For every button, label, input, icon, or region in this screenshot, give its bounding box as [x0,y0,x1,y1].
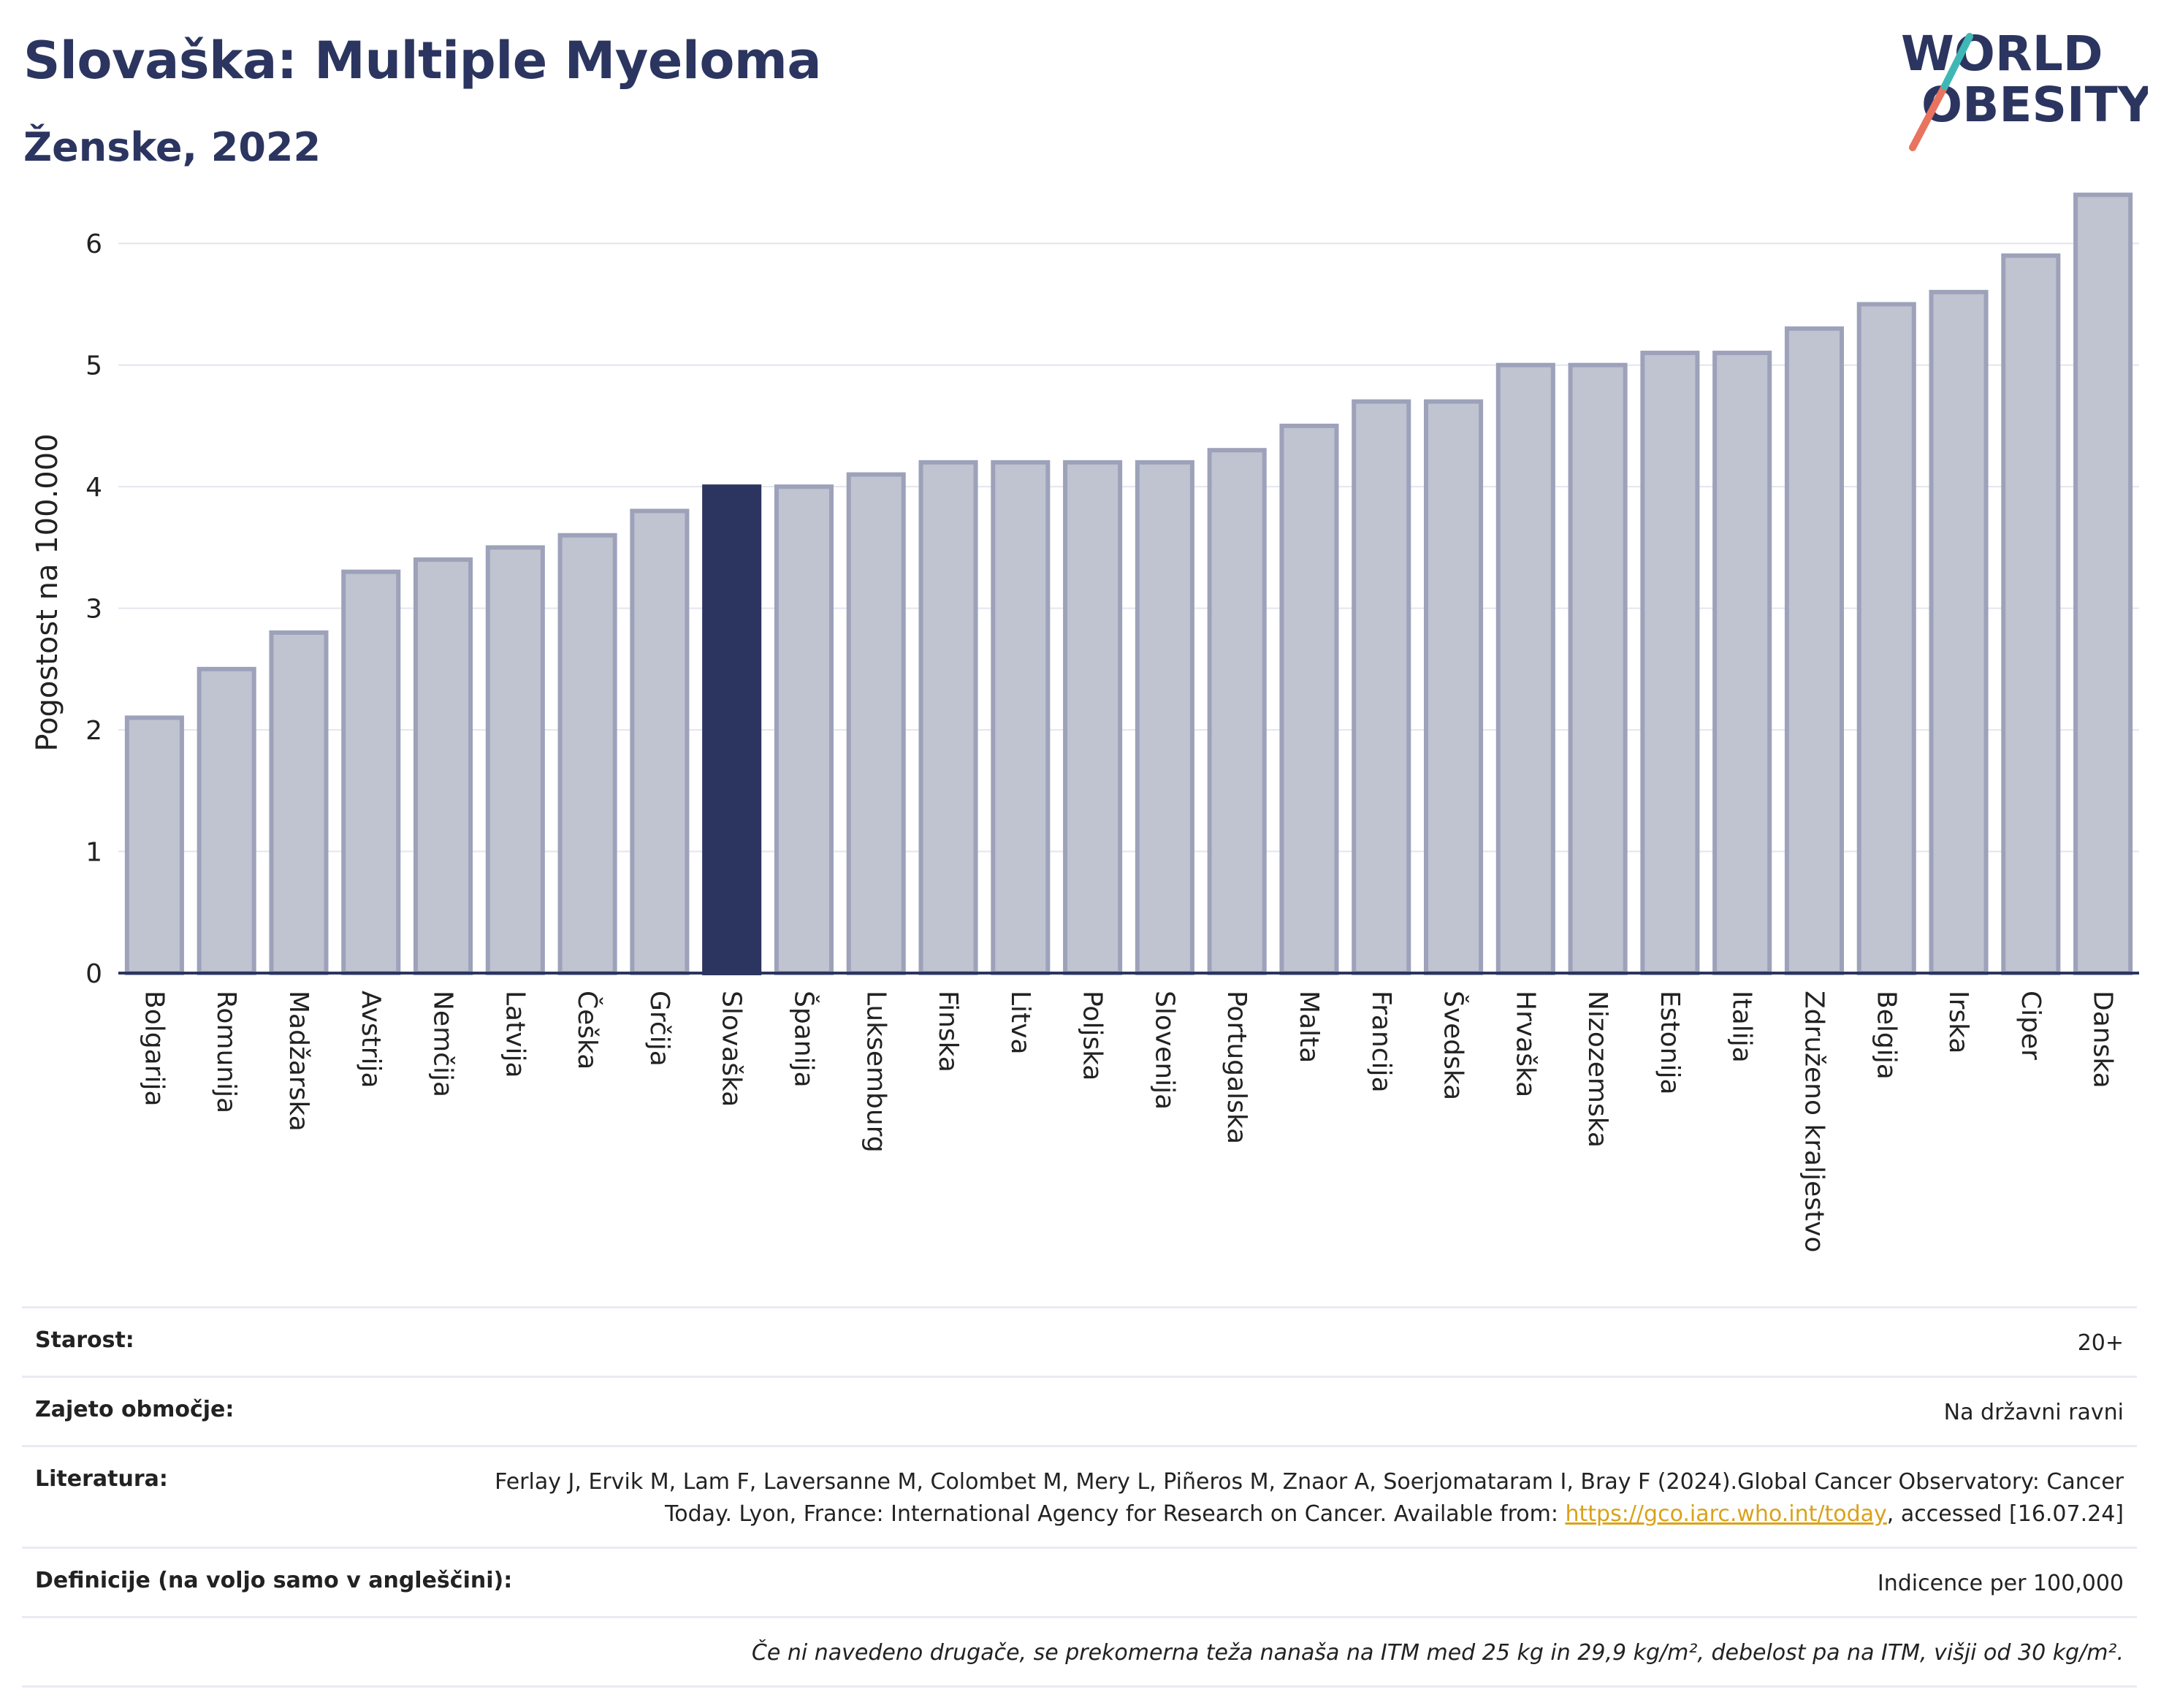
x-tick-labels: Bolgarija Romunija Madžarska Avstrija Nemčij… [139,991,2117,1253]
chart-subtitle: Ženske, 2022 [23,124,321,170]
x-tick-label: Madžarska [283,991,313,1132]
reference-value: Ferlay J, Ervik M, Lam F, Laversanne M, … [443,1466,2124,1530]
x-tick-label: Italija [1727,991,1757,1063]
x-tick-label: Bolgarija [139,991,169,1107]
coverage-value: Na državni ravni [1943,1400,2124,1425]
x-tick-label: Francija [1366,991,1396,1093]
coverage-label: Zajeto območje: [35,1397,235,1422]
world-obesity-logo: WORLD OBESITY [1901,26,2148,151]
x-tick-label: Združeno kraljestvo [1799,991,1829,1253]
y-tick-label: 4 [85,473,102,503]
x-tick-label: Španija [788,991,819,1088]
reference-link[interactable]: https://gco.iarc.who.int/today [1565,1501,1887,1527]
bar [774,484,834,975]
bar [702,484,762,975]
bar [1352,399,1411,975]
y-tick-label: 1 [85,838,102,868]
definitions-value: Indicence per 100,000 [1877,1571,2124,1596]
bar [1495,362,1555,975]
x-tick-label: Romunija [211,991,241,1113]
x-tick-label: Irska [1943,991,1973,1053]
x-tick-label: Poljska [1078,991,1108,1081]
bar [1784,326,1845,975]
y-tick-label: 2 [85,716,102,746]
x-tick-label: Malta [1294,991,1324,1063]
x-tick-label: Belgija [1871,991,1901,1080]
x-tick-label: Grčija [644,991,674,1067]
x-tick-label: Slovenija [1149,991,1179,1110]
bar [341,569,401,975]
info-row-definitions: Definicije (na voljo samo v angleščini):… [22,1547,2137,1616]
definitions-label: Definicije (na voljo samo v angleščini): [35,1568,513,1593]
y-tick-label: 5 [85,351,102,381]
bar [269,630,329,976]
x-tick-label: Češka [572,991,603,1070]
bar [630,508,690,975]
bar [1712,351,1772,975]
bar [197,666,256,975]
reference-accessed: , accessed [16.07.24] [1886,1501,2124,1527]
bar [1207,448,1267,975]
x-tick-label: Danska [2088,991,2118,1089]
age-value: 20+ [2077,1330,2124,1356]
x-tick-label: Avstrija [356,991,386,1089]
bar-chart: 0 1 2 3 4 5 6 Bolgarija Romunija Madžarska Avstri… [31,192,2139,1253]
bar [1423,399,1484,975]
x-tick-label: Litva [1005,991,1035,1055]
y-tick-label: 6 [85,229,102,259]
x-tick-label: Švedska [1438,991,1469,1100]
x-tick-label: Nizozemska [1582,991,1612,1148]
bar [1568,362,1628,975]
y-tick-labels: 0 1 2 3 4 5 6 [85,229,102,989]
x-tick-label: Ciper [2016,991,2046,1060]
info-row-age: Starost: 20+ [22,1306,2137,1376]
y-tick-label: 3 [85,595,102,625]
x-tick-label: Nemčija [428,991,458,1097]
bar [991,460,1051,975]
y-tick-label: 0 [85,959,102,989]
x-tick-label: Estonija [1655,991,1685,1095]
bars [118,192,2139,976]
info-row-coverage: Zajeto območje: Na državni ravni [22,1376,2137,1445]
bar [485,545,545,975]
bar [1063,460,1123,975]
reference-text: Ferlay J, Ervik M, Lam F, Laversanne M, … [495,1469,2124,1527]
obesity-note: Če ni navedeno drugače, se prekomerna te… [751,1640,2124,1666]
bar [846,472,906,975]
bar [1640,351,1700,975]
x-tick-label: Portugalska [1221,991,1251,1144]
logo-line-2: OBESITY [1921,77,2148,133]
x-tick-label: Hrvaška [1510,991,1540,1097]
bar [1856,302,1916,975]
bar [1279,423,1339,975]
x-tick-label: Slovaška [717,991,747,1107]
y-axis-label: Pogostost na 100.000 [31,433,64,751]
info-table: Starost: 20+ Zajeto območje: Na državni … [22,1306,2137,1688]
bar [2073,192,2133,976]
x-tick-label: Luksemburg [861,991,891,1153]
x-tick-label: Latvija [500,991,530,1078]
info-row-reference: Literatura: Ferlay J, Ervik M, Lam F, La… [22,1445,2137,1547]
bar [1929,289,1989,976]
bar [413,557,473,975]
chart-title: Slovaška: Multiple Myeloma [23,31,822,91]
bar [557,533,617,975]
x-tick-label: Finska [933,991,963,1072]
age-label: Starost: [35,1327,134,1353]
reference-label: Literatura: [35,1466,168,1492]
bar [918,460,978,975]
bar [2001,253,2061,975]
info-row-note: Če ni navedeno drugače, se prekomerna te… [22,1616,2137,1688]
bar [124,715,184,976]
logo-line-1: WORLD [1901,26,2103,82]
bar [1135,460,1194,975]
